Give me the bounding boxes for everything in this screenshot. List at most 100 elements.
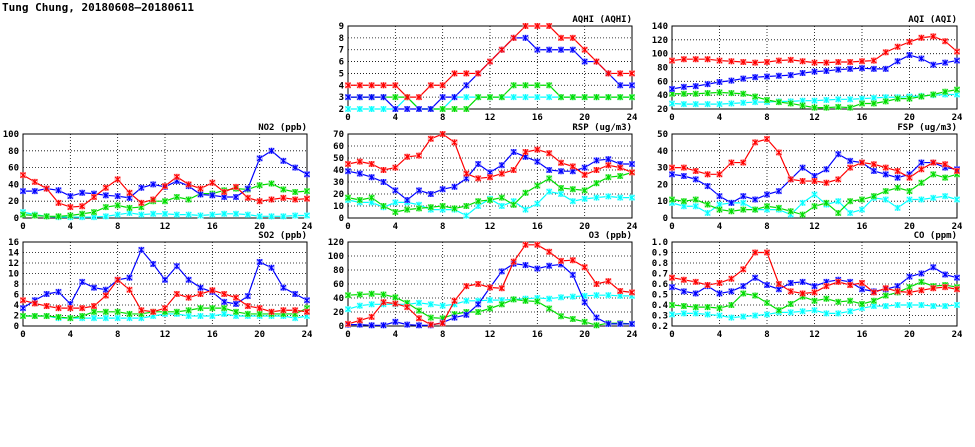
data-point xyxy=(451,94,458,101)
data-point xyxy=(859,65,865,72)
data-point xyxy=(942,271,949,278)
data-point xyxy=(811,68,818,75)
data-point xyxy=(91,209,97,216)
chart-title: CO (ppm) xyxy=(914,231,957,241)
data-point xyxy=(581,171,588,178)
chart-o3: 0 20 40 60 80 100 120 0 4 8 12 16 20 24 O3 (ppb) xyxy=(328,231,638,340)
data-point xyxy=(114,276,121,283)
data-point xyxy=(906,196,913,203)
data-point xyxy=(859,286,865,293)
data-point xyxy=(581,164,588,171)
data-point xyxy=(728,77,735,84)
data-point xyxy=(43,185,50,192)
data-point xyxy=(847,308,854,315)
data-point xyxy=(692,304,699,311)
data-point xyxy=(114,193,121,200)
data-point xyxy=(475,309,482,315)
data-point xyxy=(799,164,806,171)
data-point xyxy=(546,150,553,157)
data-point xyxy=(954,48,960,55)
y-tick-label: 5 xyxy=(339,69,344,79)
y-tick-label: 4 xyxy=(14,301,20,311)
data-point xyxy=(894,95,901,102)
data-point xyxy=(31,313,38,320)
data-point xyxy=(752,139,759,146)
x-tick-label: 24 xyxy=(952,113,963,123)
data-point xyxy=(930,285,937,292)
data-point xyxy=(345,94,351,101)
data-point xyxy=(55,305,62,312)
data-point xyxy=(356,94,363,101)
data-point xyxy=(345,106,351,112)
chart-title: AQI (AQI) xyxy=(908,15,957,25)
data-point xyxy=(368,161,375,167)
data-point xyxy=(954,167,960,174)
data-point xyxy=(692,56,699,63)
data-point xyxy=(740,266,747,273)
data-point xyxy=(593,281,600,287)
y-tick-label: 0.3 xyxy=(652,312,668,322)
data-point xyxy=(811,283,818,290)
data-point xyxy=(775,57,782,64)
data-point xyxy=(244,303,251,310)
data-point xyxy=(102,315,109,322)
data-point xyxy=(728,159,735,166)
data-point xyxy=(463,212,470,219)
data-point xyxy=(581,58,588,65)
data-point xyxy=(91,284,97,291)
data-point xyxy=(233,308,239,315)
y-tick-label: 80 xyxy=(333,266,344,276)
data-point xyxy=(114,176,121,183)
x-tick-label: 4 xyxy=(717,113,723,123)
data-point xyxy=(894,184,901,191)
data-point xyxy=(669,171,675,178)
data-point xyxy=(368,174,375,181)
x-tick-label: 0 xyxy=(345,222,350,232)
data-point xyxy=(799,278,806,285)
data-point xyxy=(716,290,723,297)
data-point xyxy=(522,82,529,89)
data-point xyxy=(522,34,529,41)
data-point xyxy=(416,205,422,212)
data-point xyxy=(256,258,263,265)
data-point xyxy=(451,314,458,321)
data-point xyxy=(692,196,699,203)
data-point xyxy=(546,23,553,29)
x-tick-label: 8 xyxy=(440,222,445,232)
data-point xyxy=(704,282,711,289)
y-tick-label: 16 xyxy=(8,238,19,248)
data-point xyxy=(680,83,687,90)
data-point xyxy=(43,313,50,320)
data-point xyxy=(67,305,74,312)
data-point xyxy=(546,82,553,89)
data-point xyxy=(823,104,830,111)
data-point xyxy=(304,171,310,178)
data-point xyxy=(162,198,168,205)
data-point xyxy=(894,43,901,50)
data-point xyxy=(558,257,564,264)
x-tick-label: 20 xyxy=(254,222,265,232)
data-point xyxy=(534,46,541,53)
data-point xyxy=(847,209,854,216)
data-point xyxy=(752,74,759,81)
data-point xyxy=(752,196,759,203)
data-point xyxy=(740,199,747,206)
data-point xyxy=(823,295,830,302)
data-point xyxy=(894,167,901,174)
data-point xyxy=(150,181,157,188)
y-tick-label: 80 xyxy=(657,64,668,74)
data-point xyxy=(954,86,960,93)
data-point xyxy=(368,301,375,308)
data-point xyxy=(680,198,687,205)
data-point xyxy=(292,188,299,195)
data-point xyxy=(546,188,553,195)
x-tick-label: 24 xyxy=(627,113,638,123)
data-point xyxy=(870,297,877,304)
data-point xyxy=(847,96,854,103)
data-point xyxy=(404,321,411,328)
data-point xyxy=(752,312,759,319)
data-point xyxy=(593,314,600,321)
data-point xyxy=(475,70,482,77)
plot-frame xyxy=(22,241,308,327)
y-tick-label: 0 xyxy=(339,322,344,332)
